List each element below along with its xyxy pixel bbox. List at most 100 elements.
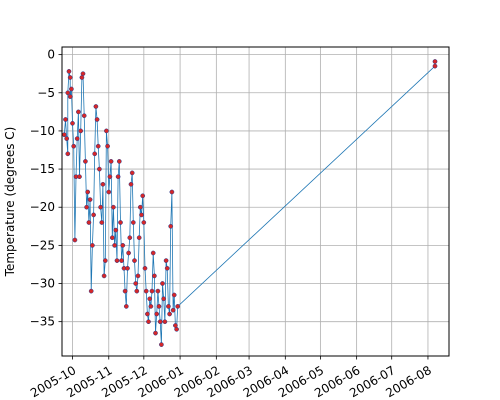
data-point: [109, 235, 115, 241]
data-point: [114, 258, 120, 263]
data-point: [155, 288, 161, 294]
data-point: [85, 189, 91, 195]
data-point: [150, 250, 156, 256]
y-tick-label: −20: [30, 200, 55, 214]
data-point: [153, 330, 158, 336]
data-point: [174, 326, 179, 332]
data-point: [80, 71, 86, 77]
data-point: [107, 174, 113, 180]
data-point: [171, 292, 177, 298]
data-point: [113, 227, 119, 233]
data-point: [169, 189, 175, 195]
data-point: [130, 220, 136, 225]
data-point: [66, 69, 72, 74]
y-tick-label: −25: [30, 238, 55, 252]
data-point: [115, 174, 121, 180]
data-point: [112, 243, 117, 248]
data-point: [105, 143, 110, 149]
data-point: [61, 132, 67, 138]
data-point: [93, 104, 99, 109]
series-line: [63, 61, 436, 345]
data-point: [147, 296, 153, 302]
data-point: [132, 258, 137, 263]
data-point: [141, 220, 147, 225]
data-point: [65, 151, 71, 157]
data-point: [70, 120, 75, 126]
data-point: [159, 342, 164, 347]
data-point: [432, 59, 438, 64]
data-point: [118, 220, 123, 225]
data-point: [156, 304, 162, 309]
data-point: [175, 304, 181, 309]
grid-layer: [62, 47, 449, 356]
data-point: [111, 204, 116, 210]
data-point: [94, 117, 100, 122]
data-point: [128, 181, 134, 187]
data-point: [97, 166, 102, 172]
y-tick-label: −30: [30, 277, 55, 291]
data-point: [157, 319, 163, 325]
plot-frame: [61, 46, 450, 357]
data-point: [160, 281, 165, 286]
data-point: [74, 136, 80, 141]
data-point: [67, 94, 73, 99]
data-point: [129, 170, 135, 176]
data-point: [78, 128, 84, 134]
data-point: [126, 250, 131, 256]
data-point: [125, 265, 130, 271]
data-point: [140, 193, 146, 199]
y-axis-label: Temperature (degrees C): [3, 127, 17, 278]
data-point: [168, 223, 174, 229]
data-point: [162, 319, 168, 325]
data-point: [108, 159, 114, 164]
data-point: [87, 197, 93, 202]
data-point: [102, 258, 108, 263]
data-point: [145, 311, 150, 317]
data-point: [86, 220, 92, 225]
data-point: [133, 281, 139, 286]
data-point: [135, 273, 141, 279]
series-layer: [61, 59, 438, 347]
data-point: [163, 258, 169, 263]
data-point: [152, 273, 157, 279]
data-point: [88, 288, 94, 294]
data-point: [119, 258, 124, 263]
y-tick-label: 0: [47, 48, 55, 62]
data-point: [71, 143, 77, 149]
data-point: [92, 151, 98, 157]
y-tick-label: −35: [30, 315, 55, 329]
data-point: [161, 296, 167, 302]
data-point: [99, 220, 105, 225]
y-tick-label: −15: [30, 162, 55, 176]
data-point: [120, 243, 126, 248]
data-point: [67, 75, 73, 80]
data-point: [84, 204, 89, 210]
data-point: [100, 181, 106, 187]
data-point: [63, 117, 68, 122]
data-point: [91, 212, 96, 218]
data-point: [154, 311, 160, 317]
data-point: [123, 304, 129, 309]
data-point: [146, 319, 151, 325]
data-point: [122, 288, 128, 294]
data-point: [83, 159, 88, 164]
data-point: [137, 204, 143, 210]
data-point: [76, 109, 81, 115]
data-point: [101, 273, 107, 279]
data-point: [148, 304, 154, 309]
data-point: [79, 75, 85, 80]
data-point: [69, 86, 74, 92]
data-point: [164, 265, 170, 271]
data-point: [64, 136, 70, 141]
y-tick-label: −5: [37, 86, 55, 100]
data-point: [65, 90, 71, 96]
data-point: [72, 237, 78, 243]
data-point: [166, 304, 171, 309]
data-point: [432, 63, 438, 69]
data-point: [143, 288, 149, 294]
data-point: [170, 307, 176, 313]
data-point: [142, 265, 148, 271]
data-point: [90, 243, 95, 248]
y-tick-label: −10: [30, 124, 55, 138]
